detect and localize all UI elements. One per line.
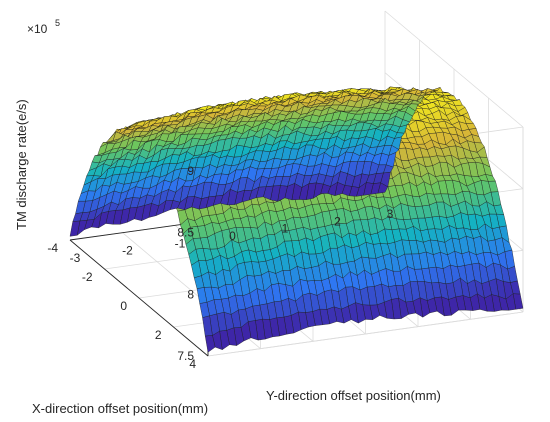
z-exponent-prefix: ×10 [27,22,48,36]
x-tick-label: 0 [120,299,127,313]
z-tick-label: 7.5 [177,349,194,363]
y-tick-label: 3 [387,207,394,221]
y-tick-label: -2 [122,244,133,258]
x-tick-label: 2 [155,328,162,342]
z-tick-label: 8 [187,287,194,301]
y-axis-label: Y-direction offset position(mm) [266,388,441,403]
x-tick-label: 4 [189,357,196,371]
z-tick-label: 8.5 [177,226,194,240]
z-tick-label: 9 [187,164,194,178]
surface-patch [69,220,81,237]
y-tick-label: -1 [175,236,186,250]
surface-mesh [69,86,524,353]
y-tick-label: 2 [334,214,341,228]
z-exponent-power: 5 [55,18,60,28]
x-tick-label: -4 [47,241,58,255]
y-tick-label: 0 [229,229,236,243]
x-axis-line [69,239,209,357]
x-axis-label: X-direction offset position(mm) [32,401,208,416]
y-tick-label: 1 [282,222,289,236]
z-axis-label: TM discharge rate(e/s) [14,99,29,230]
y-tick-label: -3 [70,251,81,265]
x-tick-label: -2 [82,270,93,284]
